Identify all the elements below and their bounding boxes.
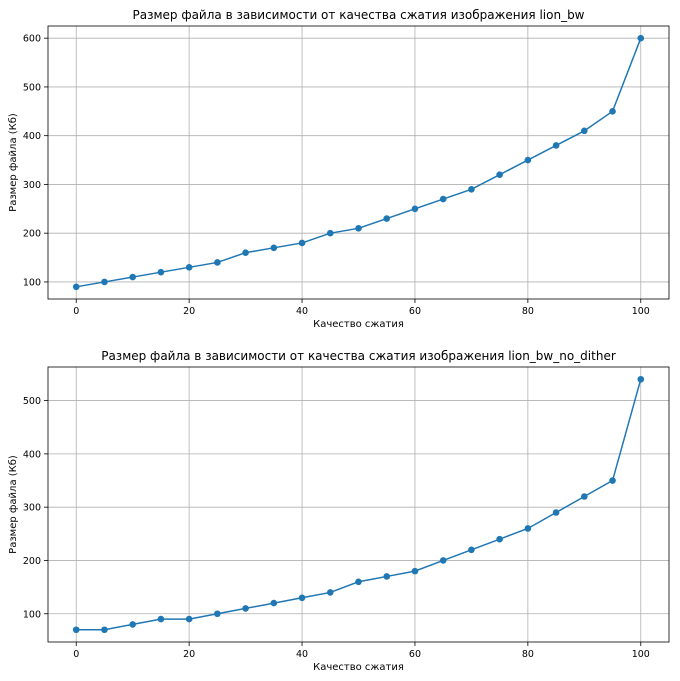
y-tick-label: 100	[23, 277, 41, 288]
x-tick-label: 100	[632, 649, 650, 660]
x-tick-label: 40	[296, 649, 308, 660]
y-tick-label: 500	[23, 82, 41, 93]
data-point	[411, 205, 419, 213]
data-point	[242, 249, 249, 256]
x-tick-label: 80	[522, 649, 534, 660]
data-point	[355, 578, 362, 586]
x-tick-label: 0	[73, 306, 79, 317]
x-axis-label: Качество сжатия	[313, 319, 404, 330]
data-point	[383, 573, 391, 580]
data-point	[298, 594, 306, 602]
series-line	[76, 379, 642, 631]
data-point	[383, 215, 391, 222]
data-point	[326, 229, 334, 237]
data-point	[609, 108, 616, 115]
data-point	[101, 626, 108, 634]
data-point	[129, 273, 136, 281]
y-tick-label: 300	[23, 180, 41, 191]
chart-panel-1: 0 20 40 60 80 100 100 200 300 400 500 600 Размер фай…	[8, 8, 670, 330]
data-point	[609, 477, 616, 484]
x-tick-label: 20	[183, 649, 195, 660]
data-point	[468, 546, 475, 554]
data-point	[581, 493, 588, 500]
data-point	[129, 621, 136, 628]
data-point	[157, 615, 165, 623]
data-point	[524, 525, 532, 532]
x-tick-label: 60	[409, 306, 421, 317]
x-tick-label: 0	[73, 649, 79, 660]
x-tick-label: 80	[522, 306, 534, 317]
x-tick-label: 100	[632, 306, 650, 317]
data-point	[439, 195, 447, 203]
chart-title: Размер файла в зависимости от качества с…	[101, 349, 616, 363]
y-tick-label: 300	[23, 503, 41, 514]
plot-frame	[47, 25, 670, 300]
plot-frame	[47, 366, 670, 643]
y-axis-label: Размер файла (Кб)	[8, 455, 19, 554]
data-point	[72, 283, 80, 291]
data-point	[214, 259, 221, 266]
data-point	[468, 186, 475, 193]
y-tick-label: 500	[23, 396, 41, 407]
data-point	[496, 171, 503, 178]
data-point	[101, 278, 108, 286]
data-point	[270, 244, 278, 252]
y-tick-label: 600	[23, 34, 41, 45]
y-tick-label: 400	[23, 131, 41, 142]
series-line	[76, 37, 642, 288]
x-tick-label: 20	[183, 306, 195, 317]
y-tick-label: 100	[23, 609, 41, 620]
data-point	[72, 626, 80, 634]
data-point	[439, 557, 447, 564]
data-point	[552, 509, 560, 516]
data-point	[326, 589, 334, 596]
x-tick-label: 40	[296, 306, 308, 317]
chart-title: Размер файла в зависимости от качества с…	[132, 8, 584, 22]
y-axis-label: Размер файла (Кб)	[8, 113, 19, 212]
chart-panel-2: 0 20 40 60 80 100 100 200 300 400 500 Размер файла …	[8, 349, 670, 673]
data-point	[157, 268, 165, 276]
data-point	[496, 535, 503, 543]
data-point	[552, 142, 560, 149]
data-point	[185, 615, 193, 623]
y-tick-label: 400	[23, 449, 41, 460]
data-point	[298, 239, 306, 247]
data-point	[242, 605, 249, 612]
y-tick-label: 200	[23, 556, 41, 567]
x-tick-label: 60	[409, 649, 421, 660]
data-point	[270, 599, 278, 607]
data-point	[524, 156, 532, 164]
data-point	[185, 264, 193, 271]
data-point	[637, 375, 645, 383]
data-point	[355, 225, 362, 232]
y-tick-label: 200	[23, 229, 41, 240]
data-point	[581, 127, 588, 135]
x-axis-label: Качество сжатия	[313, 662, 404, 673]
data-point	[411, 567, 419, 575]
data-point	[637, 34, 645, 42]
data-point	[214, 610, 221, 618]
